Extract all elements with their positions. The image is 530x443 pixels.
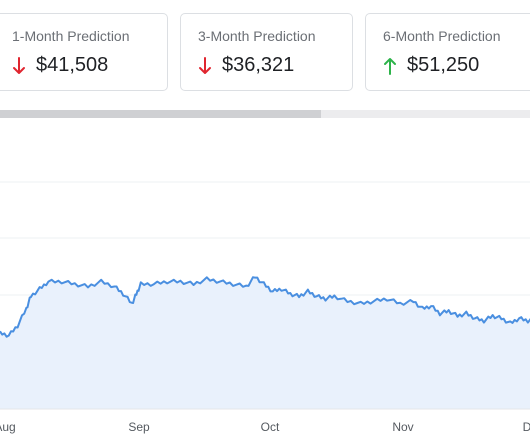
card-value: $51,250 (407, 54, 480, 76)
card-label: 1-Month Prediction (12, 28, 130, 44)
card-value-row: $51,250 (383, 54, 479, 77)
card-3-month[interactable]: 3-Month Prediction $36,321 (180, 13, 353, 91)
x-tick-label: D (523, 420, 530, 434)
price-chart: Aug Sep Oct Nov D (0, 181, 530, 434)
arrow-down-icon (12, 56, 26, 75)
card-value-row: $36,321 (198, 54, 294, 77)
x-tick-label: Aug (0, 420, 16, 434)
card-value-row: $41,508 (12, 54, 108, 77)
x-tick-label: Nov (392, 420, 413, 434)
series-line (0, 276, 530, 338)
card-value: $36,321 (222, 54, 295, 76)
card-label: 6-Month Prediction (383, 28, 501, 44)
card-value: $41,508 (36, 54, 109, 76)
card-label: 3-Month Prediction (198, 28, 316, 44)
arrow-down-icon (198, 56, 212, 75)
arrow-up-icon (383, 57, 397, 75)
x-tick-label: Sep (128, 420, 150, 434)
scrollbar-thumb[interactable] (0, 110, 321, 118)
x-tick-label: Oct (261, 420, 280, 434)
series-area (0, 277, 530, 409)
card-6-month[interactable]: 6-Month Prediction $51,250 (365, 13, 530, 91)
card-1-month[interactable]: 1-Month Prediction $41,508 (0, 13, 168, 91)
